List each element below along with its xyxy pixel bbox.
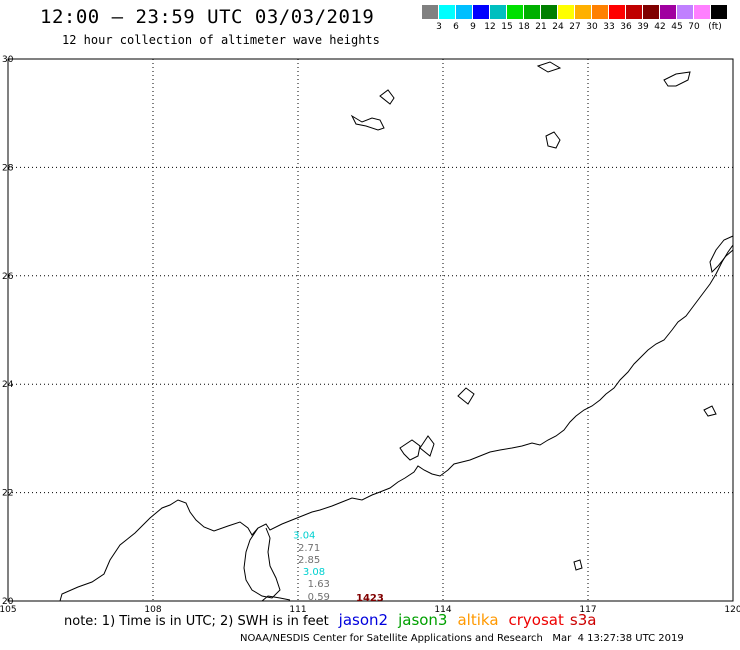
- lon-tick-label: 117: [579, 605, 596, 615]
- satellite-legend-s3a: s3a: [569, 611, 597, 629]
- lat-tick-label: 26: [2, 272, 14, 282]
- colorbar-label: 18: [518, 22, 530, 32]
- lake: [536, 61, 562, 73]
- credit-line: NOAA/NESDIS Center for Satellite Applica…: [240, 633, 684, 644]
- colorbar-swatch: [439, 5, 456, 19]
- swh-value: 3.04: [293, 531, 315, 542]
- swh-value: 0.59: [308, 592, 330, 603]
- lon-tick-label: 108: [144, 605, 161, 615]
- colorbar-swatch: [473, 5, 490, 19]
- colorbar-swatch: [456, 5, 473, 19]
- lake: [457, 387, 475, 405]
- colorbar-swatch: [609, 5, 626, 19]
- lat-tick-label: 30: [2, 55, 14, 65]
- taiwan-coast: [709, 235, 734, 274]
- lat-tick-label: 24: [2, 380, 14, 390]
- satellite-legend-jason3: jason3: [398, 611, 448, 629]
- map-subtitle: 12 hour collection of altimeter wave hei…: [62, 33, 380, 47]
- swh-value: 3.08: [303, 567, 325, 578]
- colorbar-label: 24: [552, 22, 564, 32]
- colorbar-swatch: [660, 5, 677, 19]
- colorbar-swatch: [711, 5, 728, 19]
- swh-value: 2.85: [298, 555, 320, 566]
- colorbar-swatch: [541, 5, 558, 19]
- colorbar-swatch: [694, 5, 711, 19]
- lon-tick-label: 120: [724, 605, 740, 615]
- colorbar-swatch: [490, 5, 507, 19]
- graticule: [8, 59, 733, 601]
- colorbar-swatch: [422, 5, 439, 19]
- lake: [663, 71, 691, 87]
- colorbar-label: 15: [501, 22, 513, 32]
- colorbar-label: 30: [586, 22, 598, 32]
- coastline: [59, 61, 734, 602]
- swh-value: 1.63: [308, 579, 330, 590]
- colorbar-label: 12: [484, 22, 496, 32]
- credit-text: NOAA/NESDIS Center for Satellite Applica…: [240, 633, 543, 644]
- lat-tick-label: 28: [2, 163, 14, 173]
- hainan-coast: [261, 595, 291, 602]
- lon-tick-label: 114: [434, 605, 451, 615]
- colorbar-swatch: [592, 5, 609, 19]
- lake: [379, 89, 395, 105]
- colorbar-swatch: [626, 5, 643, 19]
- lat-tick-label: 20: [2, 597, 14, 607]
- colorbar-label: 27: [569, 22, 581, 32]
- colorbar-swatch: [643, 5, 660, 19]
- colorbar-label: 70: [688, 22, 700, 32]
- colorbar-swatch: [507, 5, 524, 19]
- credit-timestamp: Mar 4 13:27:38 UTC 2019: [552, 633, 684, 644]
- colorbar-label: 6: [453, 22, 459, 32]
- map-frame: [7, 58, 734, 602]
- island: [573, 559, 583, 571]
- colorbar-label: 42: [654, 22, 666, 32]
- lake: [545, 131, 561, 149]
- satellite-legend-cryosat: cryosat: [508, 611, 564, 629]
- colorbar-swatch: [677, 5, 694, 19]
- island: [703, 405, 717, 417]
- colorbar-label: (ft): [708, 22, 722, 32]
- colorbar-label: 9: [470, 22, 476, 32]
- colorbar-label: 45: [671, 22, 683, 32]
- pearl-river-islands: [399, 439, 421, 461]
- satellite-legend-jason2: jason2: [338, 611, 389, 629]
- axis-ticks: 105 108 111 114 117 120 30 28 26 24 22 20: [0, 55, 740, 615]
- colorbar-swatch: [558, 5, 575, 19]
- swh-labels: 3.042.712.853.081.63 0.59 1423: [293, 531, 384, 604]
- swh-value: 2.71: [298, 543, 320, 554]
- mainland-coast: [59, 244, 734, 602]
- pass-id-label: 1423: [356, 593, 384, 604]
- leizhou-peninsula: [243, 527, 281, 599]
- lon-tick-label: 105: [0, 605, 17, 615]
- colorbar-label: 39: [637, 22, 649, 32]
- colorbar-label: 3: [436, 22, 442, 32]
- colorbar-label: 36: [620, 22, 632, 32]
- colorbar-swatch: [524, 5, 541, 19]
- island: [419, 435, 435, 457]
- satellite-legend-altika: altika: [457, 611, 499, 629]
- colorbar-swatch: [575, 5, 592, 19]
- lake: [350, 114, 385, 131]
- map-title: 12:00 — 23:59 UTC 03/03/2019: [40, 6, 375, 28]
- colorbar-label: 21: [535, 22, 547, 32]
- lat-tick-label: 22: [2, 489, 13, 499]
- legend: note: 1) Time is in UTC; 2) SWH is in fe…: [64, 611, 596, 629]
- note-text: note: 1) Time is in UTC; 2) SWH is in fe…: [64, 614, 329, 629]
- colorbar-label: 33: [603, 22, 615, 32]
- lon-tick-label: 111: [289, 605, 306, 615]
